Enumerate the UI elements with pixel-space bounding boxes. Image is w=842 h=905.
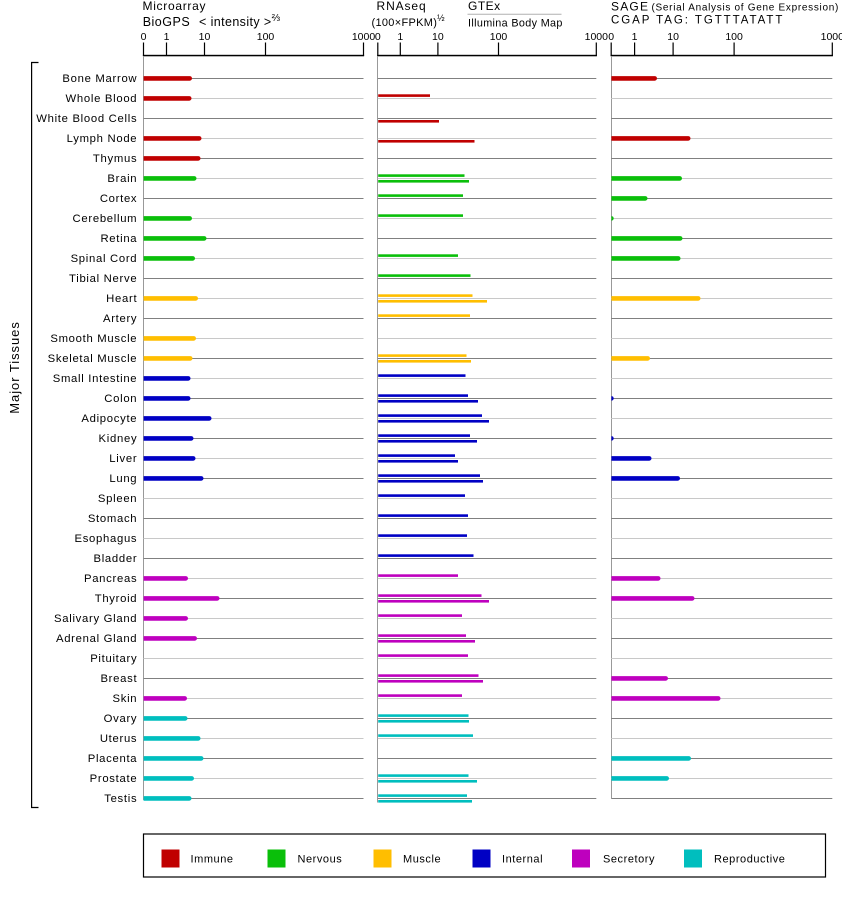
svg-text:Uterus: Uterus [100,733,137,745]
svg-text:1000: 1000 [352,31,376,43]
svg-text:Secretory: Secretory [603,854,655,866]
svg-text:(100×FPKM)½: (100×FPKM)½ [372,13,446,29]
svg-text:Testis: Testis [104,793,137,805]
svg-text:100: 100 [725,31,743,43]
svg-text:0: 0 [608,31,614,43]
svg-text:1: 1 [164,31,170,43]
svg-text:Cortex: Cortex [100,193,137,205]
svg-text:SAGE: SAGE [611,0,649,14]
svg-text:100: 100 [490,31,508,43]
svg-text:CGAP TAG: TGTTTATATT: CGAP TAG: TGTTTATATT [611,15,784,27]
svg-text:Bladder: Bladder [93,553,137,565]
svg-text:Pancreas: Pancreas [84,573,137,585]
svg-text:Internal: Internal [502,854,543,866]
svg-text:(Serial Analysis of Gene Expre: (Serial Analysis of Gene Expression) [652,3,840,14]
svg-text:GTEx: GTEx [468,0,501,13]
svg-text:Adrenal Gland: Adrenal Gland [56,633,137,645]
svg-text:Nervous: Nervous [298,854,343,866]
svg-text:Tibial Nerve: Tibial Nerve [69,273,137,285]
svg-text:100: 100 [257,31,275,43]
svg-text:BioGPS: BioGPS [143,15,190,29]
svg-text:< intensity >⅔: < intensity >⅔ [199,13,281,29]
svg-text:Prostate: Prostate [90,773,138,785]
svg-text:Microarray: Microarray [143,0,207,13]
svg-text:Reproductive: Reproductive [714,854,785,866]
svg-text:Spinal Cord: Spinal Cord [71,253,138,265]
svg-text:1: 1 [397,31,403,43]
svg-text:Retina: Retina [100,233,137,245]
svg-text:10: 10 [667,31,679,43]
svg-text:White Blood Cells: White Blood Cells [36,113,137,125]
svg-text:Salivary Gland: Salivary Gland [54,613,137,625]
svg-text:Breast: Breast [100,673,137,685]
svg-text:Skeletal Muscle: Skeletal Muscle [48,353,138,365]
svg-text:Colon: Colon [104,393,137,405]
svg-text:Stomach: Stomach [88,513,137,525]
svg-text:1: 1 [632,31,638,43]
svg-text:Illumina Body Map: Illumina Body Map [468,18,563,30]
svg-text:1000: 1000 [585,31,609,43]
svg-text:Bone Marrow: Bone Marrow [62,73,137,85]
svg-text:Artery: Artery [103,313,137,325]
svg-text:Skin: Skin [113,693,138,705]
svg-text:Esophagus: Esophagus [74,533,137,545]
svg-text:Small Intestine: Small Intestine [53,373,138,385]
svg-text:Pituitary: Pituitary [90,653,137,665]
svg-text:Thyroid: Thyroid [95,593,138,605]
svg-text:Placenta: Placenta [88,753,138,765]
svg-text:Immune: Immune [191,854,234,866]
svg-text:Kidney: Kidney [99,433,138,445]
svg-text:0: 0 [141,31,147,43]
svg-text:Adipocyte: Adipocyte [81,413,137,425]
svg-text:10: 10 [432,31,444,43]
svg-text:Liver: Liver [109,453,137,465]
svg-text:Major Tissues: Major Tissues [7,321,22,414]
svg-text:Spleen: Spleen [98,493,137,505]
svg-text:Ovary: Ovary [104,713,138,725]
svg-text:0: 0 [375,31,381,43]
svg-text:Cerebellum: Cerebellum [73,213,138,225]
svg-text:RNAseq: RNAseq [377,0,427,13]
svg-text:Smooth Muscle: Smooth Muscle [50,333,137,345]
svg-text:Whole Blood: Whole Blood [66,93,138,105]
svg-text:Lymph Node: Lymph Node [67,133,138,145]
svg-text:Brain: Brain [107,173,137,185]
svg-text:Thymus: Thymus [93,153,137,165]
svg-text:1000: 1000 [821,31,842,43]
svg-text:10: 10 [199,31,211,43]
svg-text:Muscle: Muscle [403,854,441,866]
svg-text:Heart: Heart [106,293,137,305]
svg-text:Lung: Lung [109,473,137,485]
